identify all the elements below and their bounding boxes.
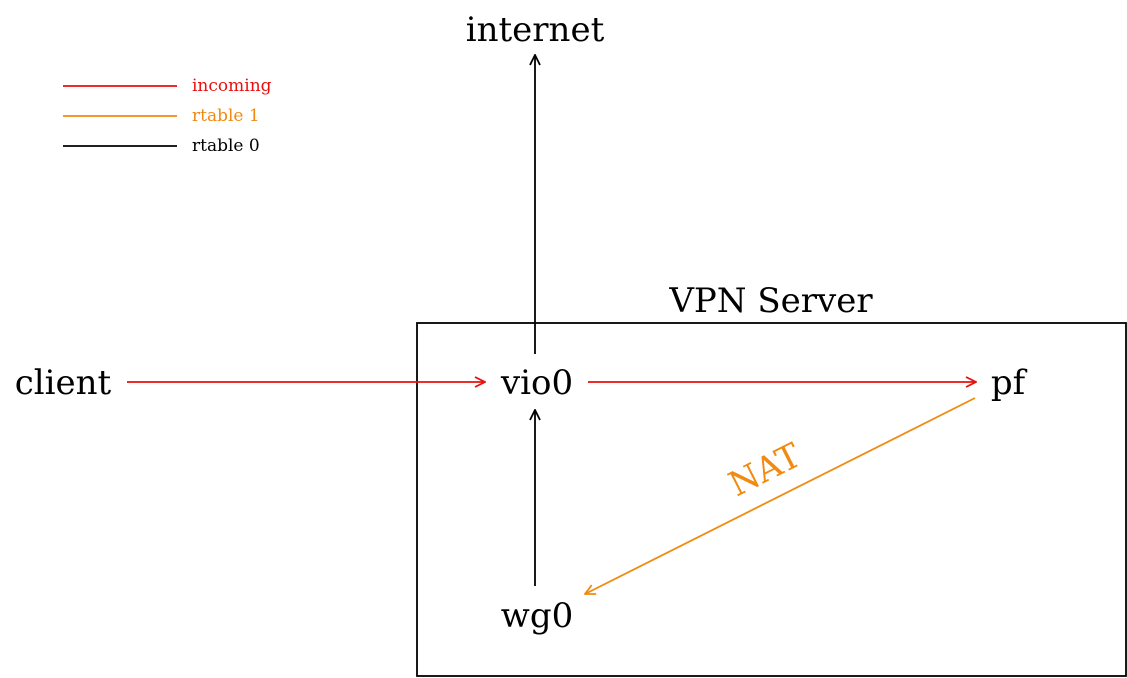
- nat-edge-label: NAT: [723, 435, 808, 505]
- node-client: client: [15, 363, 112, 403]
- node-pf: pf: [991, 363, 1028, 403]
- node-vio0: vio0: [500, 363, 573, 403]
- vpn-server-box: [416, 322, 1127, 677]
- vpn-server-title: VPN Server: [668, 281, 873, 321]
- legend-label-rtable-1: rtable 1: [192, 106, 260, 126]
- node-internet: internet: [466, 10, 605, 50]
- legend-label-incoming: incoming: [192, 76, 272, 96]
- legend-label-rtable-0: rtable 0: [192, 136, 260, 156]
- node-wg0: wg0: [501, 596, 574, 636]
- edge-pf-to-wg0-nat: [585, 397, 976, 594]
- legend: incoming rtable 1 rtable 0: [63, 76, 272, 156]
